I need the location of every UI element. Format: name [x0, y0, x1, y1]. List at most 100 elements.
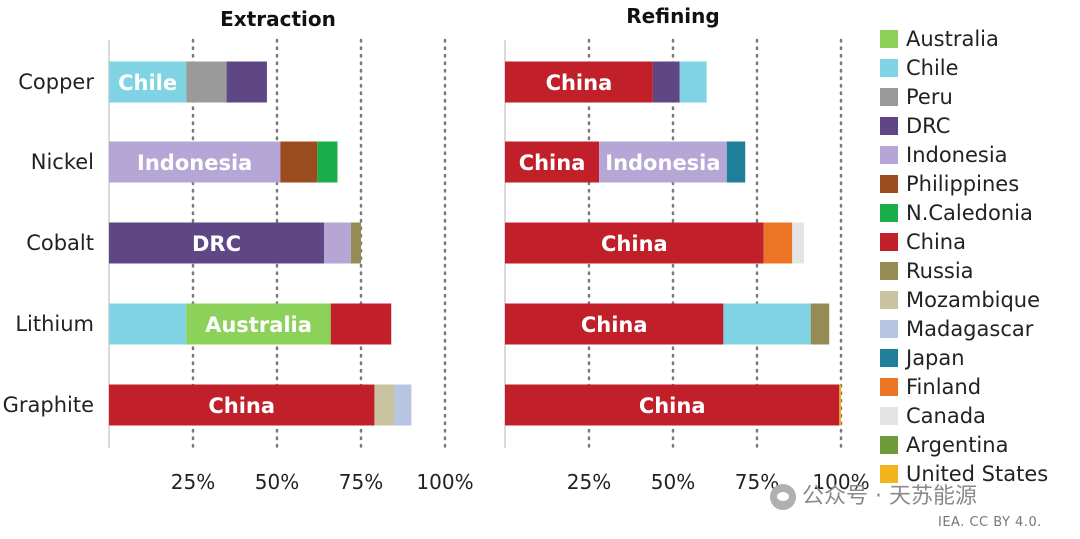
refining-tick-100: 100% — [812, 470, 869, 494]
legend-swatch — [880, 116, 898, 135]
legend-label: Philippines — [906, 171, 1020, 196]
legend-label: Chile — [906, 55, 959, 80]
extraction-title: Extraction — [220, 7, 336, 31]
extraction-bar-copper-peru — [186, 61, 227, 103]
legend-swatch — [880, 435, 898, 454]
refining-bar-graphite-united-states — [839, 384, 841, 426]
legend-swatch — [880, 203, 898, 222]
refining-bar-copper-drc — [652, 61, 680, 103]
legend-item-china: China — [880, 227, 1048, 256]
extraction-bar-copper-chile — [109, 61, 187, 103]
extraction-tick-75: 75% — [339, 470, 383, 494]
extraction-bar-graphite-madagascar — [394, 384, 412, 426]
refining-bar-nickel-china — [505, 141, 600, 183]
legend-swatch — [880, 29, 898, 48]
legend-item-united-states: United States — [880, 459, 1048, 488]
refining-bar-cobalt-finland — [763, 222, 793, 264]
legend-swatch — [880, 290, 898, 309]
refining-tick-50: 50% — [651, 470, 695, 494]
legend-label: Canada — [906, 403, 986, 428]
extraction-tick-50: 50% — [255, 470, 299, 494]
refining-bar-label-cobalt: China — [601, 232, 668, 256]
legend-item-chile: Chile — [880, 53, 1048, 82]
refining-bar-copper-china — [505, 61, 653, 103]
legend-swatch — [880, 58, 898, 77]
credit: IEA. CC BY 4.0. — [938, 515, 1042, 530]
extraction-bar-nickel-n-caledonia — [317, 141, 338, 183]
refining-bar-lithium-chile — [723, 303, 811, 345]
wechat-icon — [770, 484, 796, 510]
extraction-bar-lithium-china — [330, 303, 392, 345]
watermark: 公众号 · 天苏能源 — [770, 478, 977, 510]
legend-item-mozambique: Mozambique — [880, 285, 1048, 314]
legend-item-drc: DRC — [880, 111, 1048, 140]
legend-item-russia: Russia — [880, 256, 1048, 285]
category-label-cobalt: Cobalt — [26, 231, 94, 255]
extraction-bar-cobalt-indonesia — [324, 222, 351, 264]
extraction-bar-cobalt-russia — [350, 222, 361, 264]
extraction-bar-lithium-australia — [186, 303, 331, 345]
legend-swatch — [880, 87, 898, 106]
refining-tick-25: 25% — [567, 470, 611, 494]
legend-label: China — [906, 229, 966, 254]
extraction-tick-25: 25% — [171, 470, 215, 494]
legend-item-n-caledonia: N.Caledonia — [880, 198, 1048, 227]
refining-bar-copper-chile — [679, 61, 707, 103]
legend-item-argentina: Argentina — [880, 430, 1048, 459]
legend-label: Finland — [906, 374, 982, 399]
legend-swatch — [880, 145, 898, 164]
refining-bar-label-lithium: China — [581, 313, 648, 337]
legend-item-indonesia: Indonesia — [880, 140, 1048, 169]
refining-bar-nickel-japan — [726, 141, 746, 183]
extraction-bar-graphite-china — [109, 384, 375, 426]
legend-item-finland: Finland — [880, 372, 1048, 401]
legend: Australia Chile Peru DRC Indonesia Philippine… — [880, 24, 1048, 488]
extraction-bar-nickel-philippines — [280, 141, 318, 183]
legend-swatch — [880, 232, 898, 251]
extraction-bar-graphite-mozambique — [374, 384, 395, 426]
legend-label: Madagascar — [906, 316, 1034, 341]
extraction-bar-label-copper: Chile — [118, 71, 177, 95]
legend-label: Argentina — [906, 432, 1009, 457]
extraction-bar-cobalt-drc — [109, 222, 325, 264]
legend-label: Peru — [906, 84, 953, 109]
legend-item-peru: Peru — [880, 82, 1048, 111]
refining-bar-graphite-china — [505, 384, 840, 426]
refining-bar-label-graphite: China — [639, 394, 706, 418]
legend-label: Japan — [906, 345, 965, 370]
extraction-bar-nickel-indonesia — [109, 141, 281, 183]
refining-bar-cobalt-china — [505, 222, 764, 264]
category-label-nickel: Nickel — [31, 150, 94, 174]
extraction-bar-lithium-chile — [109, 303, 187, 345]
extraction-bar-copper-drc — [226, 61, 267, 103]
extraction-bar-label-nickel: Indonesia — [137, 151, 252, 175]
refining-bar-lithium-china — [505, 303, 724, 345]
refining-bar-nickel-indonesia — [599, 141, 727, 183]
legend-item-australia: Australia — [880, 24, 1048, 53]
refining-bar-label-nickel: Indonesia — [605, 151, 720, 175]
refining-bar-lithium-russia — [810, 303, 830, 345]
watermark-text: 公众号 · 天苏能源 — [802, 484, 977, 509]
refining-bar-label-nickel: China — [519, 151, 586, 175]
legend-swatch — [880, 319, 898, 338]
refining-title: Refining — [626, 4, 719, 28]
refining-bar-cobalt-canada — [792, 222, 805, 264]
legend-label: Mozambique — [906, 287, 1041, 312]
extraction-tick-100: 100% — [416, 470, 473, 494]
legend-item-madagascar: Madagascar — [880, 314, 1048, 343]
legend-label: Indonesia — [906, 142, 1008, 167]
legend-item-japan: Japan — [880, 343, 1048, 372]
extraction-bar-label-cobalt: DRC — [192, 232, 241, 256]
legend-label: Australia — [906, 26, 999, 51]
legend-label: United States — [906, 461, 1049, 486]
legend-label: N.Caledonia — [906, 200, 1033, 225]
category-label-lithium: Lithium — [15, 312, 94, 336]
legend-swatch — [880, 406, 898, 425]
legend-item-philippines: Philippines — [880, 169, 1048, 198]
legend-label: DRC — [906, 113, 951, 138]
category-label-copper: Copper — [18, 70, 94, 94]
legend-swatch — [880, 377, 898, 396]
chart: Extraction 25% 50% 75% 100% Copper Nickel Cobal… — [3, 4, 870, 494]
legend-swatch — [880, 464, 898, 483]
legend-label: Russia — [906, 258, 974, 283]
